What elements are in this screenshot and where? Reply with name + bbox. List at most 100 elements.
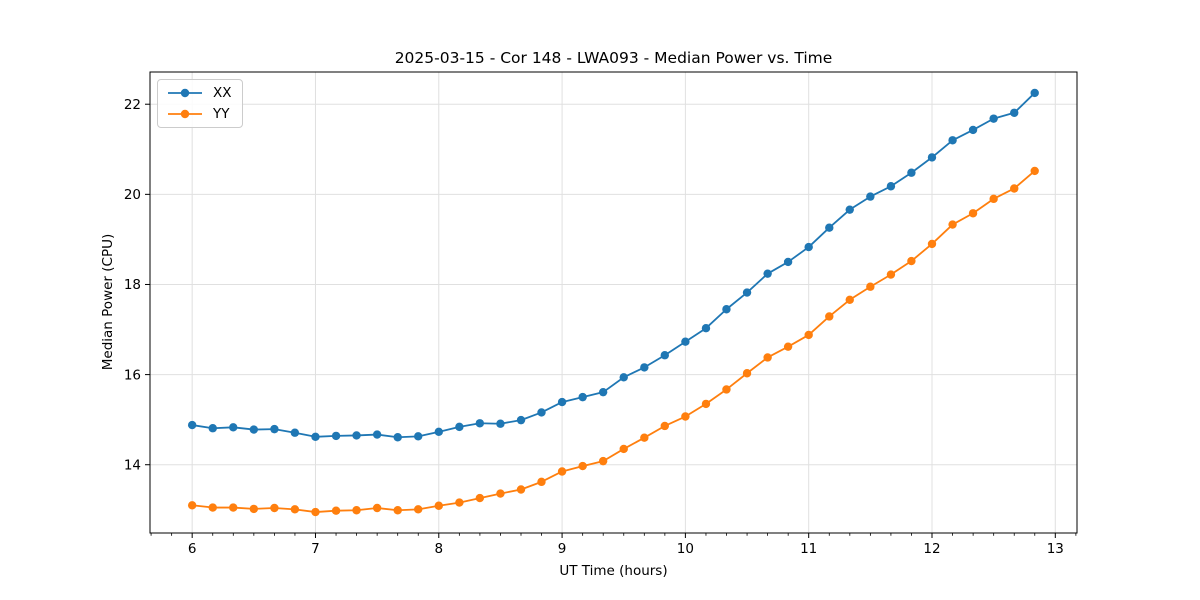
x-tick-label: 12 (923, 541, 940, 557)
series-xx-marker (249, 425, 259, 434)
series-xx-marker (927, 153, 937, 162)
series-xx-marker (187, 420, 197, 430)
series-yy-marker (372, 503, 382, 513)
series-yy-marker (845, 295, 854, 304)
series-yy-marker (681, 412, 690, 421)
x-tick-label: 11 (800, 541, 817, 557)
x-tick-label: 7 (311, 541, 320, 557)
series-xx-marker (578, 392, 587, 402)
series-yy-marker (660, 421, 669, 431)
series-xx-marker (372, 430, 382, 439)
series-xx-marker (681, 337, 690, 346)
series-yy-marker (907, 256, 916, 266)
series-yy-marker (783, 342, 793, 351)
series-xx-marker (475, 419, 485, 428)
series-xx-marker (208, 424, 217, 433)
series-yy-marker (578, 461, 587, 471)
series-yy-marker (598, 456, 608, 466)
series-xx-marker (290, 428, 300, 437)
series-yy-marker (968, 209, 978, 218)
series-xx-marker (640, 363, 649, 372)
series-yy-marker (866, 282, 875, 291)
x-tick-label: 10 (677, 541, 694, 557)
series-xx-marker (434, 427, 443, 437)
series-yy-marker (413, 505, 423, 514)
series-xx-marker (783, 257, 793, 267)
y-tick-label: 20 (124, 187, 141, 203)
series-yy-marker (249, 504, 259, 514)
chart-title: 2025-03-15 - Cor 148 - LWA093 - Median P… (394, 49, 833, 67)
series-yy-marker (516, 485, 526, 494)
series-xx-marker (968, 125, 978, 135)
series-xx-marker (455, 422, 464, 432)
series-yy-marker (742, 369, 752, 378)
series-yy-marker (187, 501, 197, 510)
series-yy-marker (886, 270, 896, 279)
series-xx-marker (907, 168, 916, 177)
series-xx-marker (270, 424, 279, 434)
x-axis-label: UT Time (hours) (559, 563, 668, 579)
series-yy-marker (393, 506, 402, 515)
legend-marker-yy-icon (168, 109, 202, 119)
y-axis-label: Median Power (CPU) (100, 233, 116, 371)
legend-label-yy: YY (213, 106, 230, 122)
series-xx-line (191, 92, 1036, 439)
series-xx-marker (886, 182, 896, 191)
series-yy-marker (763, 353, 772, 362)
series-xx-marker (557, 397, 567, 407)
series-yy-marker (640, 433, 649, 442)
series-xx-marker (229, 423, 238, 432)
series-yy-marker (208, 503, 217, 512)
x-tick-label: 8 (434, 541, 443, 557)
series-yy-marker (557, 467, 567, 476)
series-xx-marker (989, 114, 998, 123)
series-xx-marker (701, 323, 711, 333)
series-xx-marker (537, 408, 546, 417)
y-tick-label: 22 (124, 97, 141, 113)
series-xx-marker (619, 373, 628, 382)
series-xx-marker (1030, 88, 1039, 98)
series-yy-marker (290, 505, 300, 514)
series-yy-marker (311, 507, 320, 517)
series-xx-marker (1010, 108, 1019, 117)
series-xx-marker (763, 269, 772, 278)
series-xx-marker (825, 223, 834, 232)
series-yy-marker (229, 503, 238, 512)
series-xx-marker (948, 136, 957, 145)
series-xx-marker (352, 431, 361, 440)
series-xx-marker (331, 431, 341, 441)
series-xx-marker (413, 432, 423, 441)
series-yy-marker (825, 312, 834, 321)
series-yy-marker (948, 220, 957, 229)
series-yy-marker (475, 493, 485, 503)
plot-spines (149, 71, 1078, 534)
x-tick-label: 6 (188, 541, 197, 557)
series-xx-marker (496, 419, 505, 428)
legend-item-yy: YY (166, 106, 232, 122)
series-yy-line (191, 170, 1036, 513)
x-tick-label: 9 (558, 541, 567, 557)
series-yy-marker (270, 503, 279, 513)
series-yy-marker (1030, 166, 1039, 176)
series-yy-marker (804, 330, 813, 340)
legend-label-xx: XX (213, 85, 232, 101)
series-xx-marker (516, 415, 526, 425)
y-tick-label: 14 (124, 457, 141, 473)
series-xx-marker (845, 205, 854, 214)
series-yy-marker (455, 498, 464, 507)
series-xx-marker (722, 305, 731, 314)
series-xx-marker (660, 351, 669, 360)
legend: XX YY (157, 79, 243, 128)
series-xx-marker (598, 387, 608, 397)
x-tick-label: 13 (1047, 541, 1064, 557)
series-yy-marker (1010, 184, 1019, 193)
series-xx-marker (866, 192, 875, 201)
series-xx-marker (742, 288, 752, 297)
series-yy-marker (722, 385, 731, 394)
series-yy-marker (352, 506, 361, 515)
series-yy-marker (496, 489, 505, 498)
series-yy-marker (434, 501, 443, 510)
series-yy-marker (331, 506, 341, 515)
